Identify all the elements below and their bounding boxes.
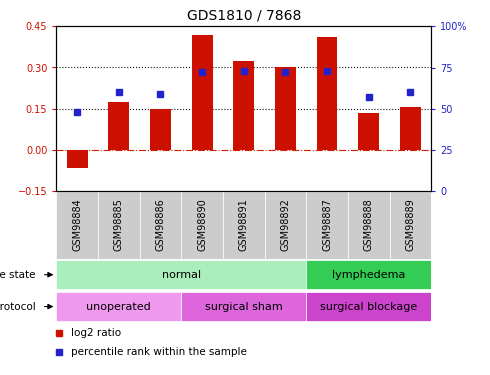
Text: GSM98886: GSM98886	[155, 198, 166, 251]
Text: surgical sham: surgical sham	[205, 302, 283, 312]
Bar	[56, 260, 306, 289]
Bar	[306, 260, 431, 289]
Text: GSM98891: GSM98891	[239, 198, 249, 251]
Bar	[275, 68, 296, 150]
Bar	[140, 191, 181, 259]
Bar	[67, 150, 88, 168]
Bar	[358, 113, 379, 150]
Text: GSM98885: GSM98885	[114, 198, 124, 251]
Text: GSM98889: GSM98889	[405, 198, 416, 251]
Title: GDS1810 / 7868: GDS1810 / 7868	[187, 8, 301, 22]
Bar	[400, 107, 421, 150]
Bar	[56, 292, 181, 321]
Bar	[108, 102, 129, 150]
Text: GSM98892: GSM98892	[280, 198, 291, 251]
Text: protocol: protocol	[0, 302, 36, 312]
Bar	[181, 191, 223, 259]
Bar	[306, 292, 431, 321]
Bar	[348, 191, 390, 259]
Text: GSM98888: GSM98888	[364, 198, 374, 251]
Text: unoperated: unoperated	[86, 302, 151, 312]
Bar	[223, 191, 265, 259]
Text: GSM98884: GSM98884	[72, 198, 82, 251]
Bar	[306, 191, 348, 259]
Bar	[233, 61, 254, 150]
Text: surgical blockage: surgical blockage	[320, 302, 417, 312]
Text: normal: normal	[162, 270, 201, 280]
Text: disease state: disease state	[0, 270, 36, 280]
Bar	[56, 191, 98, 259]
Text: log2 ratio: log2 ratio	[71, 328, 121, 338]
Bar	[181, 292, 306, 321]
Bar	[192, 34, 213, 150]
Text: lymphedema: lymphedema	[332, 270, 405, 280]
Bar	[98, 191, 140, 259]
Bar	[317, 37, 338, 150]
Bar	[150, 109, 171, 150]
Bar	[390, 191, 431, 259]
Text: percentile rank within the sample: percentile rank within the sample	[71, 347, 247, 357]
Text: GSM98887: GSM98887	[322, 198, 332, 251]
Text: GSM98890: GSM98890	[197, 198, 207, 251]
Bar	[265, 191, 306, 259]
